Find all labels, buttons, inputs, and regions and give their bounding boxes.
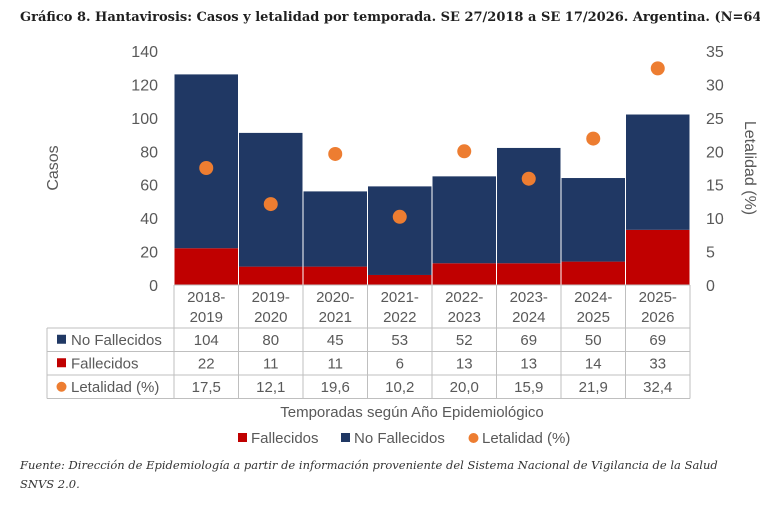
letalidad-point	[457, 144, 472, 159]
y2-tick-label: 0	[706, 278, 715, 295]
table-cell: 14	[585, 355, 602, 372]
letalidad-point	[199, 161, 214, 175]
table-cell: 69	[520, 332, 537, 349]
legend-label: Fallecidos	[251, 430, 319, 447]
letalidad-point	[586, 131, 601, 146]
x-axis-title: Temporadas según Año Epidemiológico	[280, 404, 544, 421]
category-label: 2024-	[574, 289, 612, 306]
table-cell: 15,9	[514, 379, 543, 396]
table-cell: 19,6	[321, 379, 350, 396]
table-legend-key	[57, 358, 66, 368]
table-cell: 22	[198, 355, 215, 372]
category-label: 2020	[254, 309, 287, 326]
table-cell: 52	[456, 332, 473, 349]
category-label: 2019	[190, 309, 223, 326]
table-cell: 104	[194, 332, 219, 349]
category-label: 2025	[577, 309, 610, 326]
y-tick-label: 40	[140, 211, 158, 228]
bar-fallecidos	[497, 263, 561, 285]
category-label: 2024	[512, 309, 545, 326]
y2-tick-label: 10	[706, 211, 724, 228]
y2-tick-label: 20	[706, 144, 724, 161]
y2-tick-label: 30	[706, 77, 724, 94]
table-cell: 17,5	[192, 379, 221, 396]
bar-fallecidos	[303, 266, 367, 285]
bar-fallecidos	[174, 248, 238, 285]
table-cell: 32,4	[643, 379, 672, 396]
table-cell: 45	[327, 332, 344, 349]
letalidad-point	[328, 146, 343, 161]
table-cell: 12,1	[256, 379, 285, 396]
table-legend-key	[56, 381, 67, 392]
y-tick-label: 100	[131, 111, 158, 128]
category-label: 2021-	[381, 289, 419, 306]
bar-no-fallecidos	[561, 178, 625, 262]
source-note: Fuente: Dirección de Epidemiología a par…	[20, 458, 718, 491]
letalidad-point	[392, 209, 407, 224]
table-cell: 20,0	[450, 379, 479, 396]
table-cell: 11	[327, 355, 343, 372]
y2-tick-label: 5	[706, 245, 715, 262]
table-row-label: Letalidad (%)	[71, 379, 159, 396]
table-cell: 13	[520, 355, 537, 372]
bar-no-fallecidos	[368, 186, 432, 275]
category-label: 2023	[448, 309, 481, 326]
table-row-label: No Fallecidos	[71, 332, 162, 349]
chart-title: Gráfico 8. Hantavirosis: Casos y letalid…	[20, 10, 760, 25]
category-label: 2022-	[445, 289, 483, 306]
bar-fallecidos	[432, 263, 496, 285]
bar-no-fallecidos	[626, 114, 690, 230]
bar-fallecidos	[239, 266, 303, 285]
table-cell: 33	[649, 355, 666, 372]
table-cell: 53	[391, 332, 408, 349]
y2-tick-label: 25	[706, 111, 724, 128]
category-label: 2020-	[316, 289, 354, 306]
bar-no-fallecidos	[303, 191, 367, 267]
table-cell: 80	[262, 332, 279, 349]
y2-tick-label: 15	[706, 178, 724, 195]
category-label: 2026	[641, 309, 674, 326]
category-label: 2018-	[187, 289, 225, 306]
category-label: 2025-	[639, 289, 677, 306]
table-cell: 69	[649, 332, 666, 349]
y-tick-label: 0	[149, 278, 158, 295]
bar-no-fallecidos	[432, 176, 496, 264]
y-tick-label: 60	[140, 178, 158, 195]
bar-fallecidos	[626, 229, 690, 285]
category-label: 2023-	[510, 289, 548, 306]
legend-key	[468, 433, 479, 443]
table-cell: 21,9	[579, 379, 608, 396]
y-tick-label: 120	[131, 77, 158, 94]
table-cell: 6	[396, 355, 404, 372]
category-label: 2022	[383, 309, 416, 326]
legend-key	[238, 433, 247, 442]
bar-no-fallecidos	[497, 147, 561, 264]
table-cell: 11	[263, 355, 279, 372]
bar-fallecidos	[368, 274, 432, 285]
table-legend-key	[57, 334, 66, 344]
table-cell: 10,2	[385, 379, 414, 396]
legend-label: Letalidad (%)	[482, 430, 570, 447]
letalidad-point	[263, 197, 278, 212]
category-label: 2021	[319, 309, 352, 326]
table-cell: 50	[585, 332, 602, 349]
y-tick-label: 80	[140, 144, 158, 161]
letalidad-point	[521, 171, 536, 186]
bar-fallecidos	[561, 261, 625, 285]
category-label: 2019-	[252, 289, 290, 306]
legend-label: No Fallecidos	[354, 430, 445, 447]
y-axis-title: Casos	[45, 145, 62, 190]
legend-key	[341, 433, 350, 442]
table-cell: 13	[456, 355, 473, 372]
y-tick-label: 140	[131, 44, 158, 61]
letalidad-point	[650, 61, 665, 76]
y2-axis-title: Letalidad (%)	[741, 121, 758, 215]
table-row-label: Fallecidos	[71, 355, 139, 372]
y2-tick-label: 35	[706, 44, 724, 61]
y-tick-label: 20	[140, 245, 158, 262]
